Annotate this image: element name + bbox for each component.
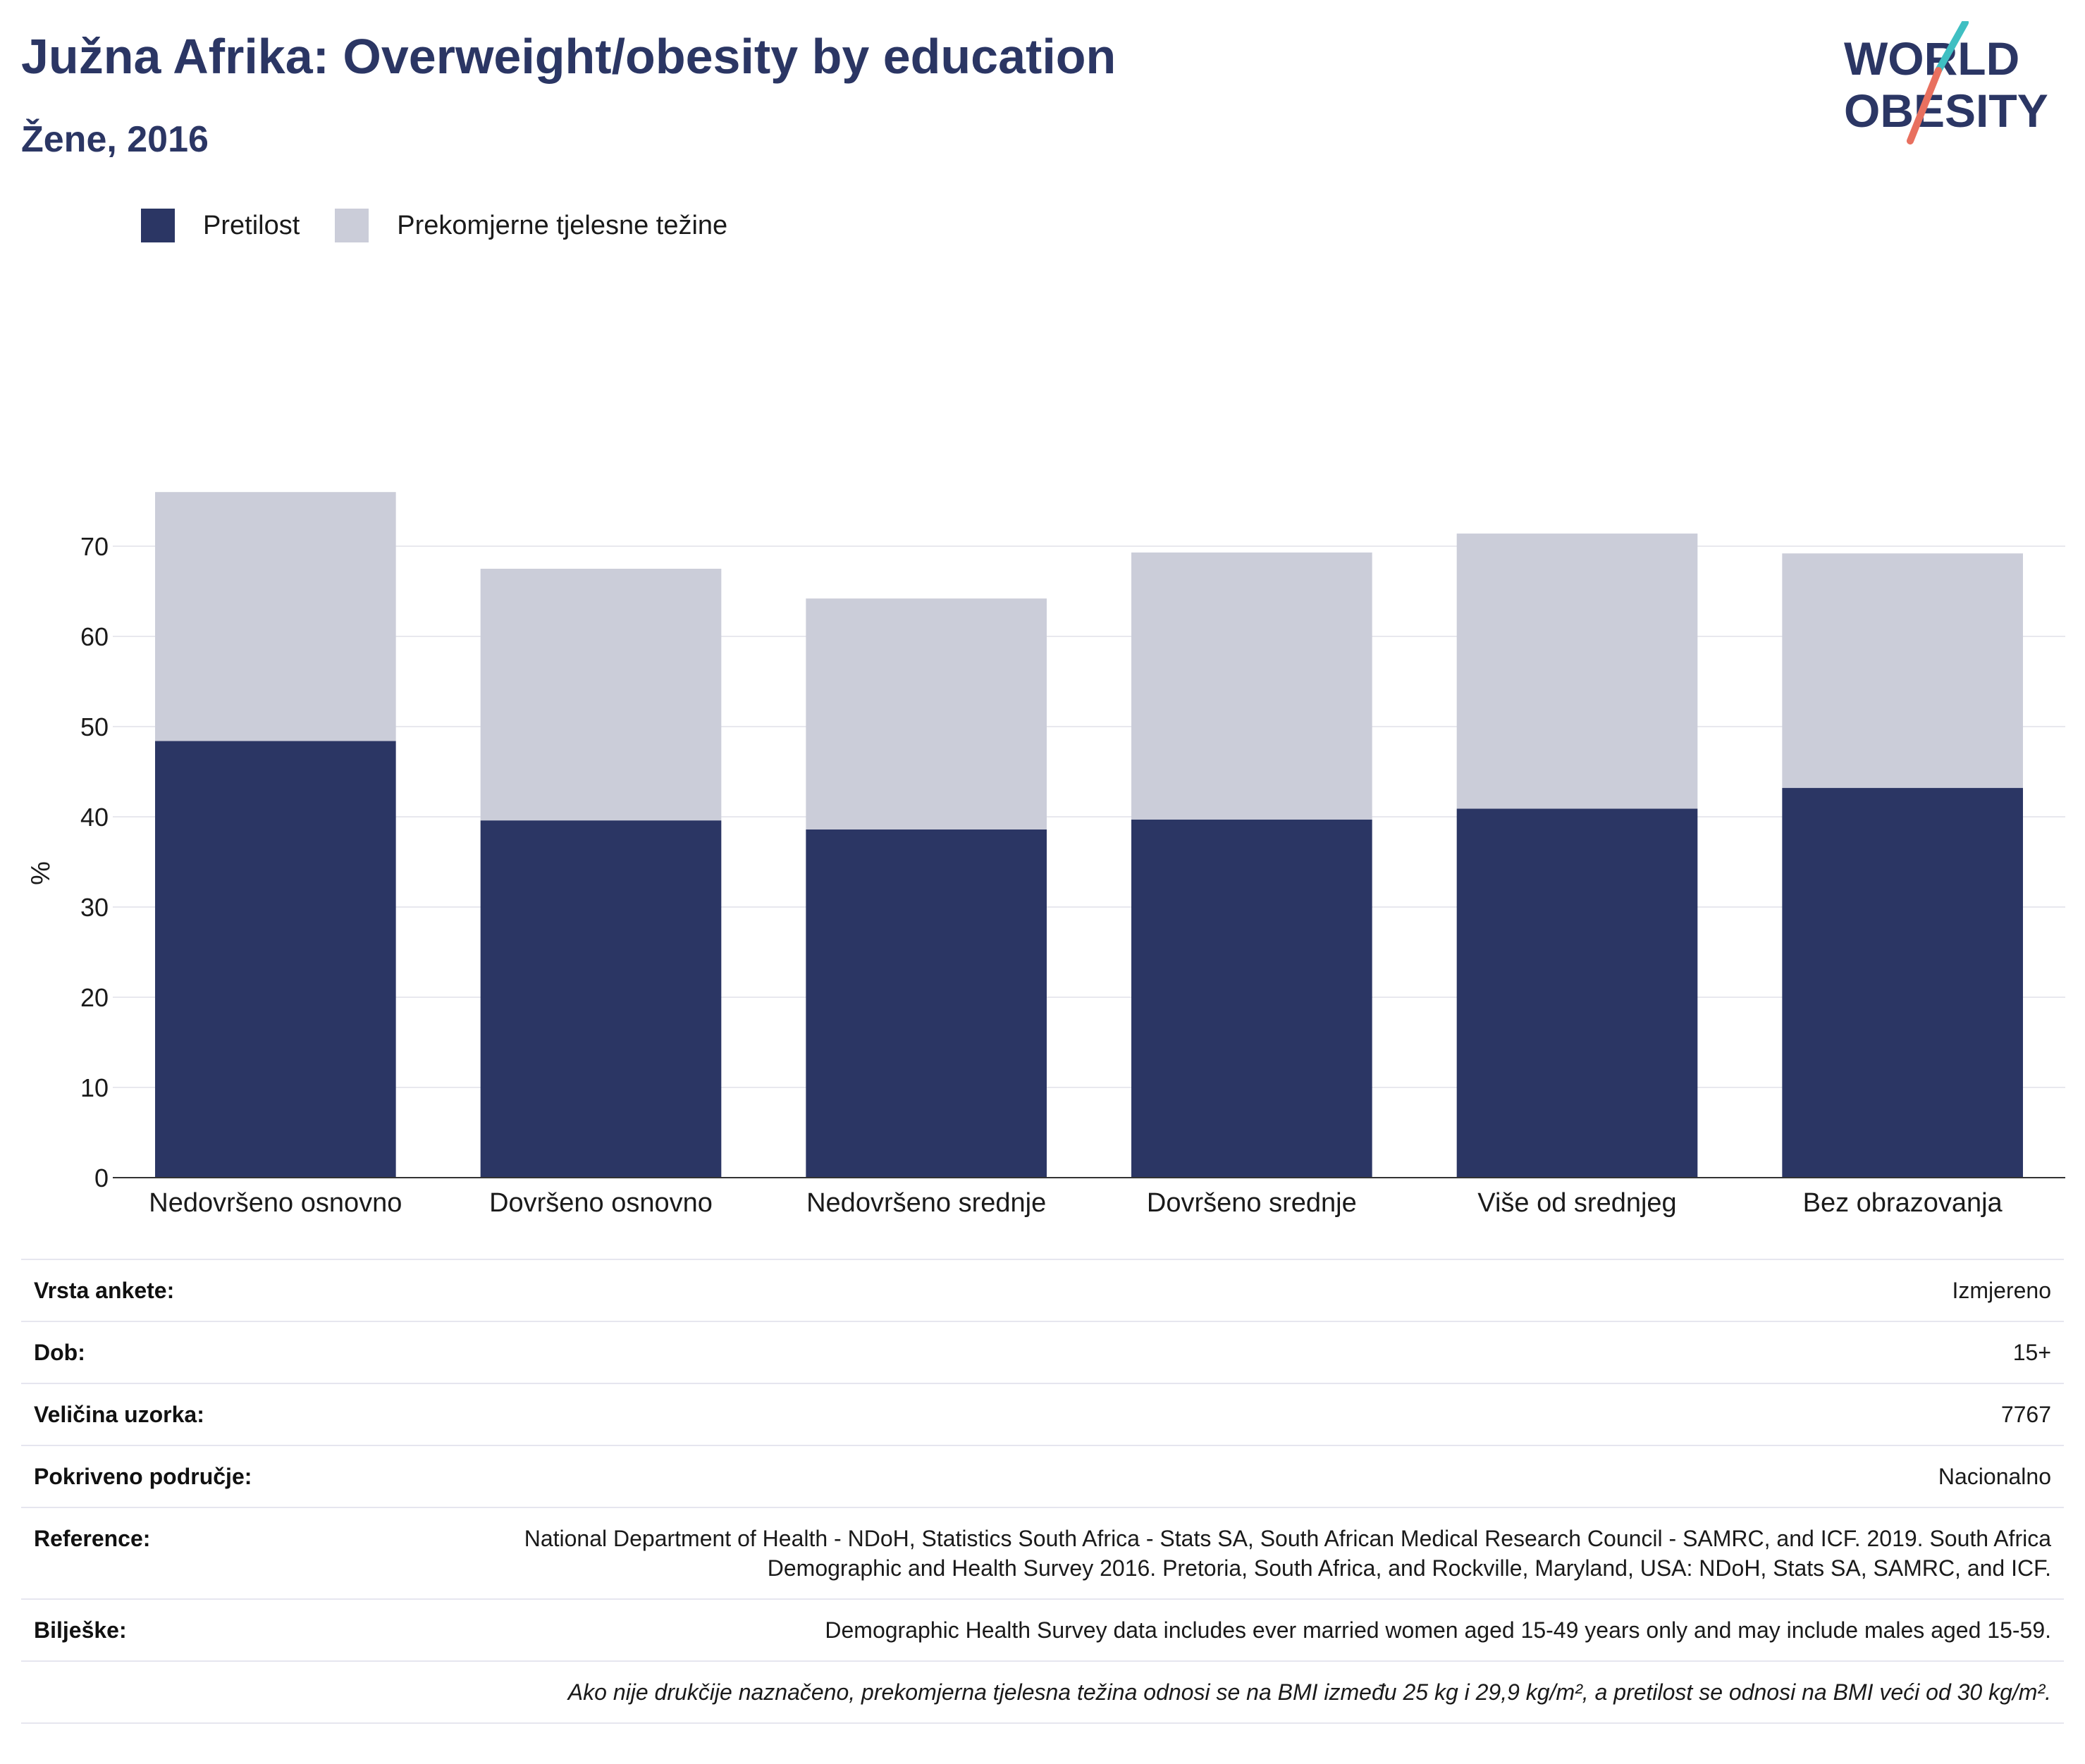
chart-subtitle: Žene, 2016 bbox=[21, 119, 209, 160]
bar-obesity bbox=[806, 829, 1047, 1178]
legend-label-obesity: Pretilost bbox=[203, 210, 300, 240]
info-value: Demographic Health Survey data includes … bbox=[825, 1617, 2051, 1643]
bar-overweight bbox=[155, 492, 396, 741]
y-tick-label: 50 bbox=[80, 713, 109, 741]
logo-slash-teal bbox=[1935, 21, 1969, 74]
stacked-bar-chart: 0 10 20 30 40 50 60 70 Nedovršeno osnovno Dovršen… bbox=[26, 492, 2065, 1218]
info-row: Vrsta ankete: Izmjereno bbox=[21, 1259, 2064, 1321]
info-key: Pokriveno područje: bbox=[34, 1464, 252, 1489]
bars bbox=[155, 492, 2023, 1178]
x-tick-label: Nedovršeno srednje bbox=[806, 1188, 1046, 1218]
info-row: Pokriveno područje: Nacionalno bbox=[21, 1445, 2064, 1507]
axes: 0 10 20 30 40 50 60 70 Nedovršeno osnovno Dovršen… bbox=[26, 532, 2065, 1218]
info-key: Reference: bbox=[34, 1526, 151, 1551]
bar-obesity bbox=[1131, 819, 1372, 1178]
y-tick-label: 60 bbox=[80, 622, 109, 651]
footnote-row: Ako nije drukčije naznačeno, prekomjerna… bbox=[21, 1661, 2064, 1723]
bar-obesity bbox=[1456, 808, 1698, 1178]
bar-overweight bbox=[1782, 553, 2023, 789]
info-value: National Department of Health - NDoH, St… bbox=[524, 1526, 2051, 1581]
bar-overweight bbox=[806, 598, 1047, 829]
info-row: Dob: 15+ bbox=[21, 1321, 2064, 1383]
chart-legend: Pretilost Prekomjerne tjelesne težine bbox=[141, 209, 763, 242]
legend-swatch-obesity bbox=[141, 209, 175, 242]
info-row: Bilješke: Demographic Health Survey data … bbox=[21, 1599, 2064, 1661]
info-key: Veličina uzorka: bbox=[34, 1402, 204, 1427]
bar-overweight bbox=[1131, 552, 1372, 820]
info-row: Veličina uzorka: 7767 bbox=[21, 1383, 2064, 1445]
legend-item-obesity[interactable]: Pretilost bbox=[141, 209, 300, 242]
y-tick-label: 70 bbox=[80, 532, 109, 561]
y-tick-label: 0 bbox=[94, 1164, 109, 1192]
legend-label-overweight: Prekomjerne tjelesne težine bbox=[397, 210, 728, 240]
x-tick-label: Bez obrazovanja bbox=[1803, 1188, 2003, 1218]
info-value: Nacionalno bbox=[1938, 1464, 2051, 1489]
logo-word-world: WORLD bbox=[1844, 32, 2019, 85]
y-tick-label: 10 bbox=[80, 1073, 109, 1102]
info-key: Bilješke: bbox=[34, 1617, 127, 1643]
y-tick-label: 20 bbox=[80, 983, 109, 1012]
bar-obesity bbox=[155, 741, 396, 1178]
y-tick-label: 30 bbox=[80, 893, 109, 922]
y-axis-label: % bbox=[26, 861, 56, 885]
x-tick-label: Više od srednjeg bbox=[1477, 1188, 1676, 1218]
legend-item-overweight[interactable]: Prekomjerne tjelesne težine bbox=[335, 209, 727, 242]
info-value: 7767 bbox=[2000, 1402, 2051, 1427]
x-tick-label: Nedovršeno osnovno bbox=[149, 1188, 402, 1218]
world-obesity-logo: WORLD OBESITY bbox=[1844, 21, 2048, 144]
bar-overweight bbox=[480, 569, 722, 821]
x-tick-label: Dovršeno osnovno bbox=[489, 1188, 713, 1218]
bar-obesity bbox=[1782, 788, 2023, 1178]
logo-slash-red bbox=[1907, 67, 1942, 144]
info-row: Reference: National Department of Health … bbox=[21, 1507, 2064, 1599]
info-key: Vrsta ankete: bbox=[34, 1278, 175, 1303]
x-tick-label: Dovršeno srednje bbox=[1147, 1188, 1357, 1218]
info-value: 15+ bbox=[2012, 1340, 2051, 1365]
chart-title: Južna Afrika: Overweight/obesity by educ… bbox=[21, 29, 1117, 84]
info-value: Izmjereno bbox=[1952, 1278, 2052, 1303]
logo-word-obesity: OBESITY bbox=[1844, 85, 2048, 137]
grid-lines bbox=[113, 545, 2065, 1088]
y-tick-label: 40 bbox=[80, 803, 109, 832]
footnote: Ako nije drukčije naznačeno, prekomjerna… bbox=[567, 1679, 2051, 1705]
info-key: Dob: bbox=[34, 1340, 85, 1365]
bar-obesity bbox=[480, 820, 722, 1178]
bar-overweight bbox=[1456, 533, 1698, 809]
legend-swatch-overweight bbox=[335, 209, 369, 242]
survey-info-table: Vrsta ankete: Izmjereno Dob: 15+ Veličina uz… bbox=[21, 1259, 2064, 1724]
